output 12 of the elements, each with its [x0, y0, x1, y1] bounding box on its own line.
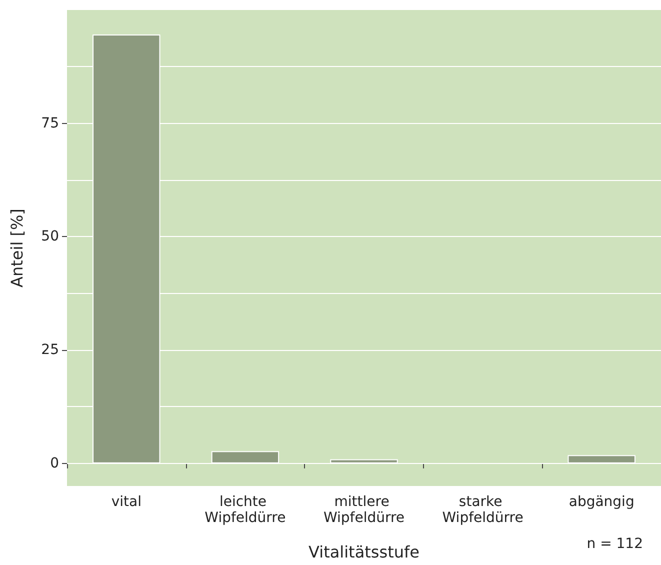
x-tick-label: starke Wipfeldürre — [442, 494, 524, 526]
x-tick-label: mittlere Wipfeldürre — [323, 494, 405, 526]
x-tick-label: abgängig — [568, 494, 634, 510]
y-tick-label: 0 — [50, 455, 59, 472]
text: n = 112 — [586, 536, 644, 552]
x-tick-label: vital — [111, 494, 142, 510]
y-tick-label: 75 — [41, 115, 59, 132]
x-axis-title: Vitalitätsstufe — [308, 542, 420, 562]
y-axis-title: Anteil [%] — [8, 208, 26, 288]
x-tick-label: leichte Wipfeldürre — [204, 494, 286, 526]
y-tick-label: 25 — [41, 342, 59, 358]
y-tick-label: 50 — [41, 228, 59, 245]
